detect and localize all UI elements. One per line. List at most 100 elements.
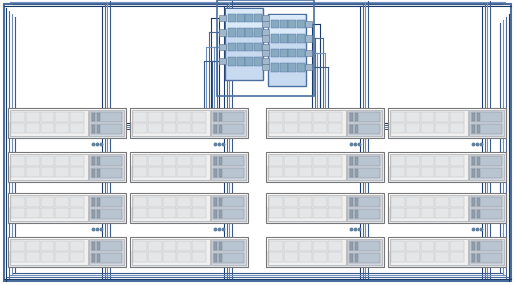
Bar [91, 124, 122, 134]
Bar [148, 156, 162, 166]
Bar [284, 252, 298, 262]
Bar [148, 252, 162, 262]
Bar [70, 112, 84, 122]
Bar [177, 156, 191, 166]
Bar [355, 198, 358, 206]
Bar [26, 167, 40, 177]
Bar [299, 156, 312, 166]
Bar [92, 210, 95, 218]
Bar [350, 210, 353, 218]
Bar [11, 197, 25, 207]
Bar [148, 112, 162, 122]
Bar [391, 252, 405, 262]
Bar [97, 157, 100, 165]
Bar [9, 207, 125, 223]
Bar [390, 154, 468, 180]
Bar [228, 42, 236, 51]
Bar [477, 210, 480, 218]
Bar [133, 241, 147, 251]
Bar [253, 14, 262, 23]
Bar [477, 125, 480, 133]
Bar [388, 108, 506, 138]
Bar [26, 156, 40, 166]
Bar [347, 154, 382, 180]
Bar [297, 48, 304, 57]
Bar [350, 242, 353, 250]
Bar [219, 254, 222, 262]
Bar [213, 253, 244, 263]
Bar [245, 57, 253, 66]
Bar [288, 20, 296, 28]
Bar [133, 156, 147, 166]
Bar [262, 35, 269, 42]
Bar [177, 252, 191, 262]
Bar [471, 253, 502, 263]
Bar [213, 241, 244, 251]
Bar [131, 207, 247, 223]
Bar [130, 237, 248, 267]
Bar [163, 156, 176, 166]
Bar [328, 197, 342, 207]
Bar [284, 208, 298, 218]
Bar [192, 123, 206, 133]
Bar [262, 44, 269, 50]
Bar [391, 167, 405, 177]
Bar [349, 156, 380, 166]
Bar [97, 169, 100, 177]
Bar [219, 29, 226, 36]
Bar [269, 156, 283, 166]
Bar [236, 14, 245, 23]
Bar [163, 167, 176, 177]
Bar [269, 167, 283, 177]
Bar [391, 208, 405, 218]
Bar [469, 195, 504, 221]
Bar [472, 113, 475, 121]
Bar [55, 112, 69, 122]
Bar [299, 123, 312, 133]
Bar [177, 167, 191, 177]
Bar [148, 197, 162, 207]
Bar [268, 239, 346, 265]
Bar [391, 197, 405, 207]
Bar [288, 63, 296, 72]
Bar [297, 20, 304, 28]
Bar [350, 113, 353, 121]
Bar [284, 197, 298, 207]
Bar [11, 156, 25, 166]
Bar [450, 156, 464, 166]
Bar [10, 154, 88, 180]
Bar [214, 254, 217, 262]
Bar [192, 241, 206, 251]
Bar [10, 239, 88, 265]
Bar [41, 123, 54, 133]
Bar [213, 197, 244, 207]
Bar [471, 124, 502, 134]
Bar [10, 195, 88, 221]
Bar [269, 197, 283, 207]
Bar [41, 156, 54, 166]
Bar [406, 123, 420, 133]
Bar [355, 254, 358, 262]
Bar [269, 112, 283, 122]
Bar [477, 254, 480, 262]
Bar [388, 193, 506, 223]
Bar [299, 112, 312, 122]
Bar [472, 157, 475, 165]
Bar [131, 194, 247, 207]
Bar [280, 63, 287, 72]
Bar [421, 197, 434, 207]
Bar [267, 109, 383, 123]
Bar [350, 169, 353, 177]
Bar [133, 197, 147, 207]
Bar [269, 123, 283, 133]
Bar [55, 156, 69, 166]
Bar [328, 252, 342, 262]
Bar [214, 113, 217, 121]
Bar [471, 156, 502, 166]
Bar [406, 167, 420, 177]
Bar [313, 197, 327, 207]
Bar [92, 169, 95, 177]
Bar [472, 254, 475, 262]
Bar [211, 110, 246, 136]
Bar [349, 241, 380, 251]
